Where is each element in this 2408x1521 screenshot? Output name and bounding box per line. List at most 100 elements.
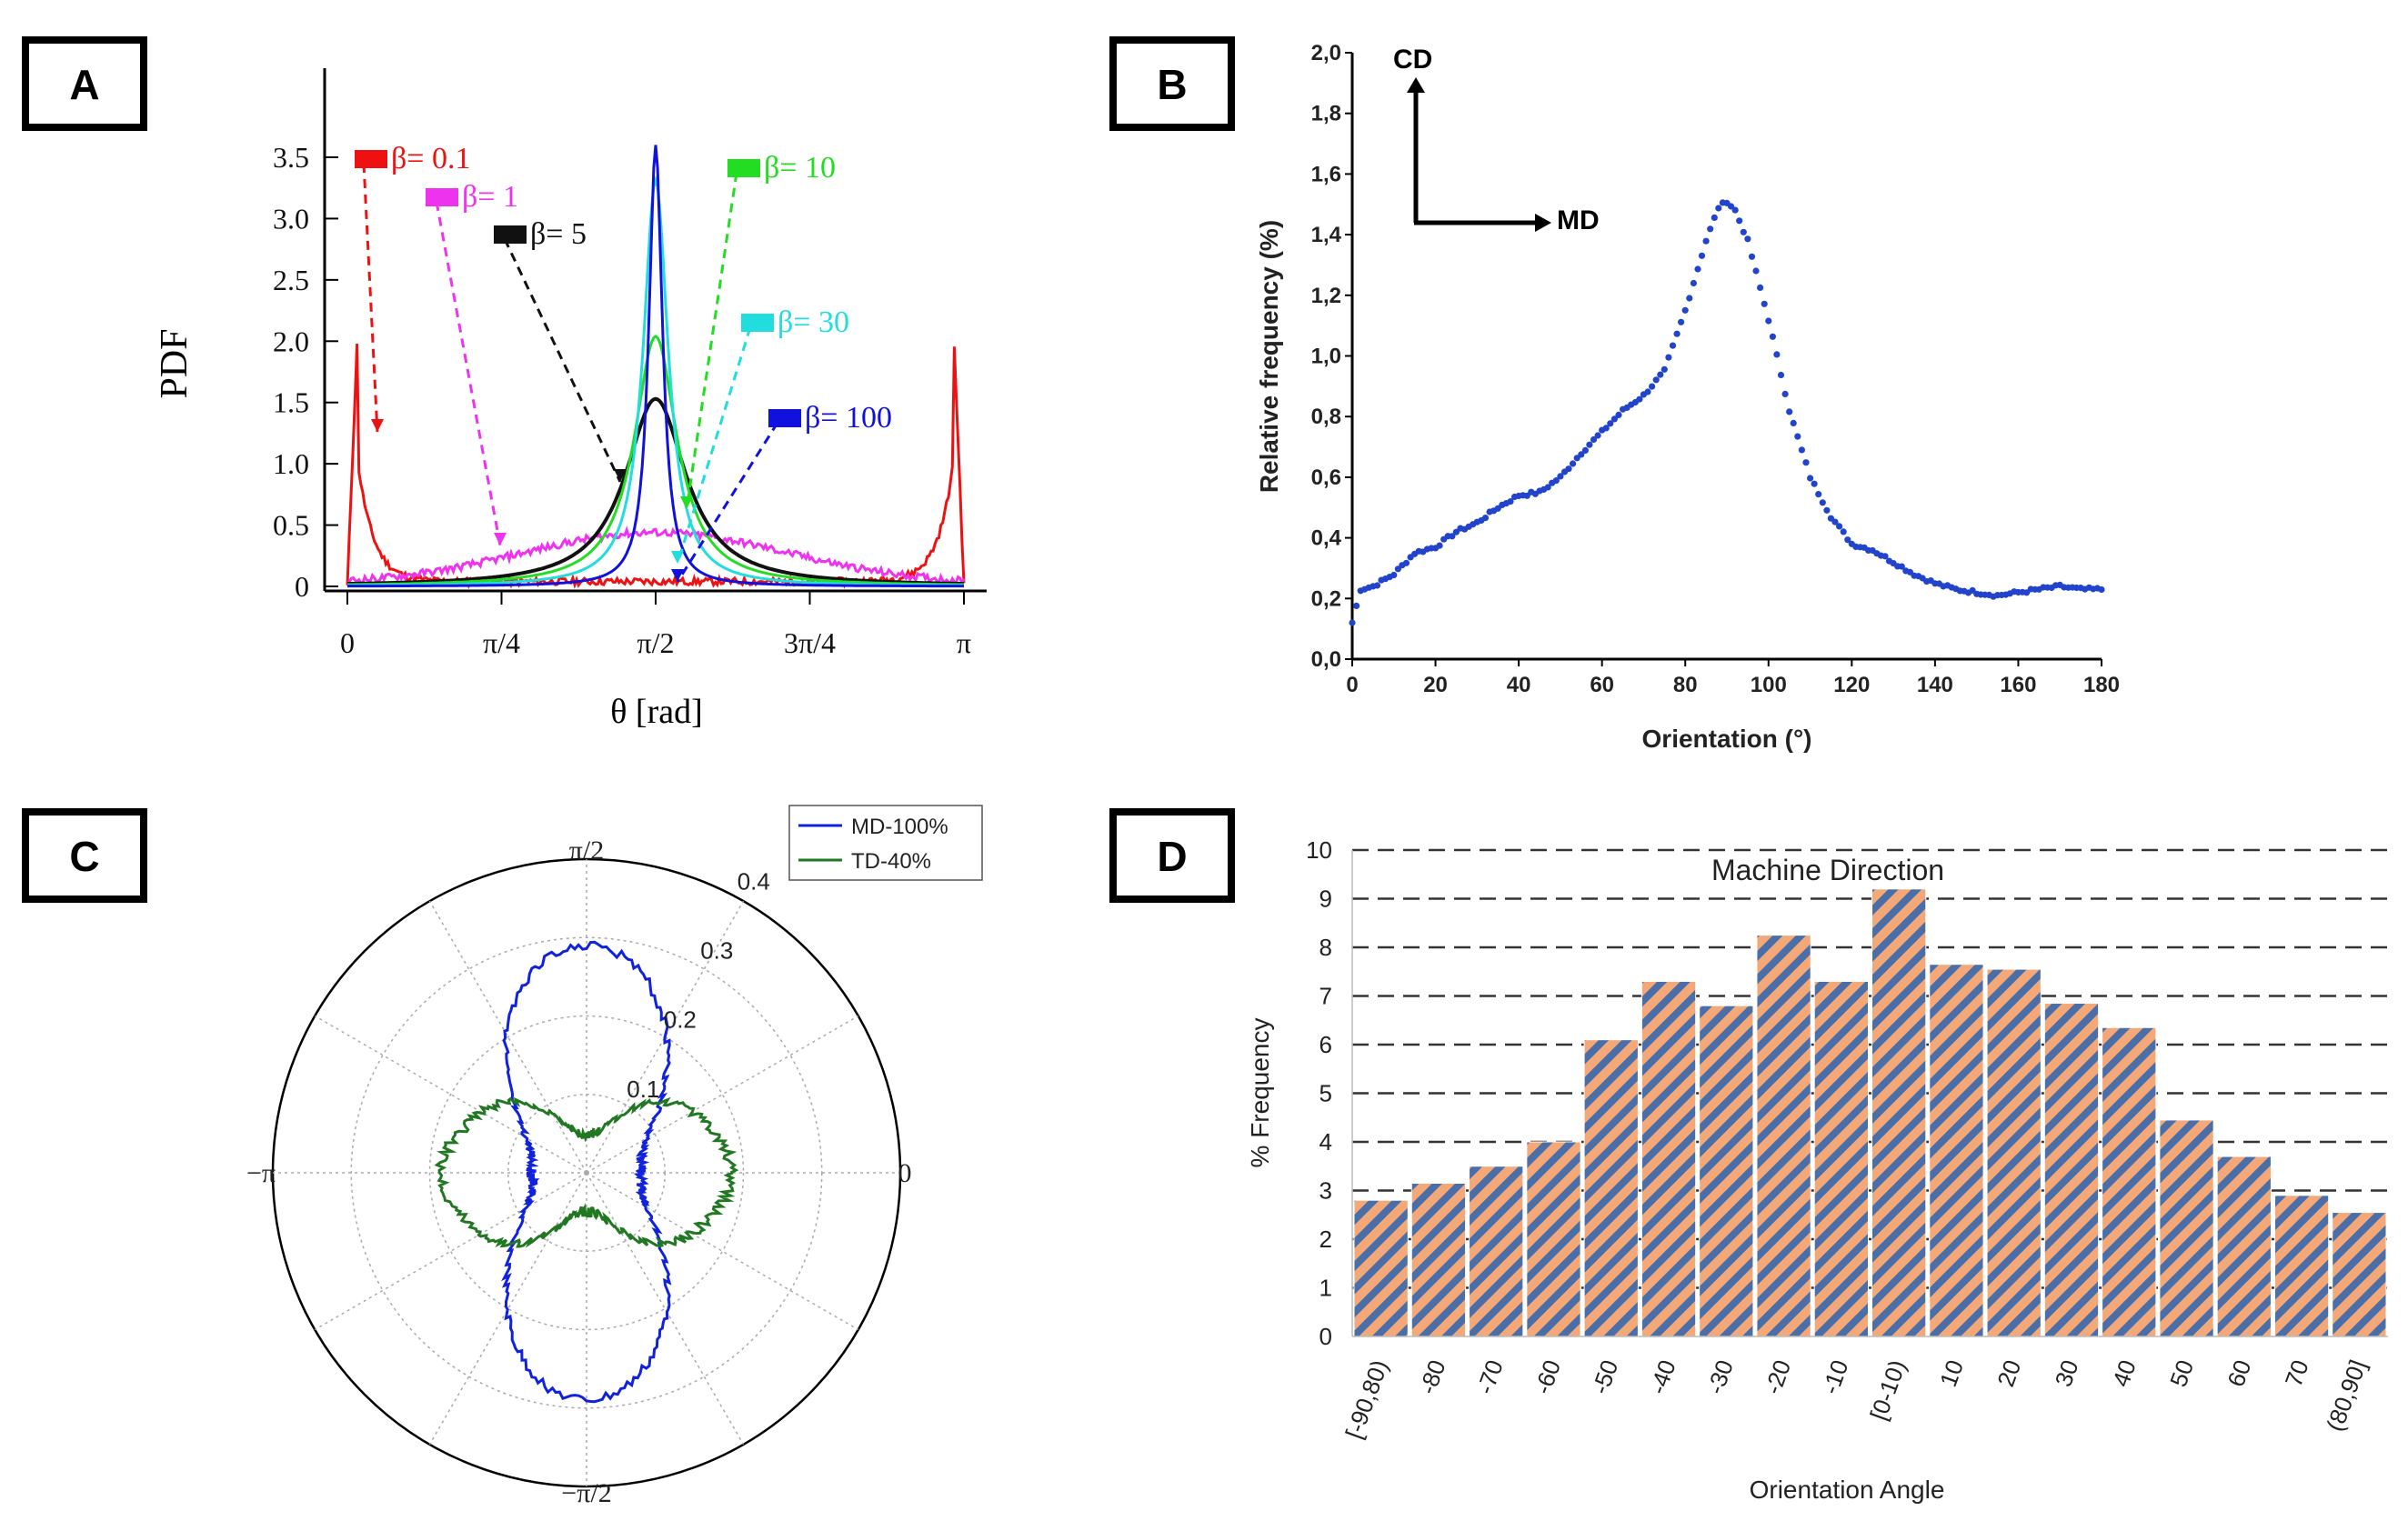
b-data-point — [1794, 433, 1801, 440]
b-data-point — [1373, 582, 1381, 589]
a-label-swatch — [727, 159, 760, 177]
d-x-tick-label: -10 — [1816, 1356, 1853, 1398]
cd-label: CD — [1393, 45, 1432, 75]
b-data-point — [1507, 498, 1514, 505]
panel-label-b: B — [1109, 36, 1235, 131]
a-x-tick-label: π — [957, 626, 971, 659]
b-data-point — [1728, 203, 1735, 210]
d-x-tick-label: -80 — [1414, 1356, 1451, 1398]
b-x-tick-label: 60 — [1590, 673, 1614, 697]
d-x-tick-label: 50 — [2164, 1356, 2199, 1390]
d-y-tick-label: 7 — [1319, 983, 1332, 1010]
a-x-tick-label: π/4 — [483, 626, 520, 659]
b-data-point — [1736, 217, 1743, 225]
a-y-tick-label: 1.5 — [273, 386, 309, 419]
b-data-point — [1552, 477, 1560, 485]
b-data-point — [1449, 533, 1456, 540]
a-label-1: β= 1 — [462, 180, 518, 214]
d-x-tick-label: (80,90] — [2321, 1356, 2372, 1435]
a-label-0_1: β= 0.1 — [391, 142, 470, 175]
d-y-tick-label: 6 — [1319, 1031, 1332, 1058]
b-data-point — [1610, 415, 1618, 423]
d-y-tick-label: 9 — [1319, 886, 1332, 913]
c-grid-spoke — [314, 1015, 587, 1174]
b-x-tick-label: 120 — [1833, 673, 1870, 697]
d-x-tick-label: 60 — [2222, 1356, 2256, 1390]
d-bar — [2332, 1212, 2387, 1337]
b-data-point — [1681, 306, 1689, 314]
b-y-tick-label: 0,6 — [1311, 465, 1341, 490]
d-x-tick-label: -20 — [1759, 1356, 1796, 1398]
b-data-point — [1831, 518, 1839, 525]
c-r-tick-label: 0.3 — [700, 936, 733, 964]
b-data-point — [1678, 318, 1685, 325]
a-label-leader — [676, 326, 752, 565]
b-data-point — [1349, 619, 1356, 626]
b-data-point — [1615, 411, 1622, 418]
b-data-point — [1702, 237, 1710, 245]
d-bar — [1871, 888, 1927, 1337]
b-x-tick-label: 0 — [1346, 673, 1358, 697]
d-y-tick-label: 10 — [1306, 836, 1332, 864]
d-bar — [1929, 964, 1984, 1337]
b-data-point — [1757, 284, 1764, 291]
b-data-point — [1840, 528, 1847, 535]
b-data-point — [1715, 205, 1722, 212]
a-label-leader — [362, 163, 379, 433]
b-data-point — [1773, 351, 1781, 358]
d-bar — [1756, 935, 1811, 1337]
b-data-point — [1823, 506, 1831, 514]
b-y-tick-label: 0,4 — [1311, 526, 1342, 551]
panel-letter-b: B — [1157, 61, 1187, 108]
d-y-tick-label: 0 — [1319, 1323, 1332, 1350]
c-md-curve — [501, 940, 672, 1404]
c-grid-ring — [350, 936, 823, 1409]
b-data-point — [1748, 253, 1756, 260]
b-x-tick-label: 40 — [1507, 673, 1531, 697]
a-y-tick-label: 3.0 — [273, 202, 309, 235]
a-label-arrowhead — [371, 419, 384, 432]
a-label-10: β= 10 — [764, 151, 836, 185]
a-label-30: β= 30 — [778, 305, 849, 339]
d-bar — [2102, 1026, 2157, 1337]
b-data-point — [1570, 460, 1577, 467]
a-y-label: PDF — [154, 328, 196, 398]
b-data-point — [1819, 499, 1826, 506]
a-series-0_1-line — [346, 344, 966, 590]
c-legend-box — [788, 805, 983, 881]
a-label-leader — [685, 172, 738, 510]
panel-letter-c: C — [69, 833, 99, 880]
a-label-leader — [435, 201, 502, 546]
c-legend-td: TD-40% — [851, 849, 931, 874]
c-grid-spoke — [586, 900, 745, 1174]
b-x-tick-label: 180 — [2083, 673, 2120, 697]
b-data-point — [1402, 559, 1410, 566]
d-x-tick-label: -40 — [1644, 1356, 1681, 1398]
b-data-point — [1544, 484, 1551, 491]
d-x-tick-label: -60 — [1529, 1356, 1566, 1398]
b-data-point — [1590, 435, 1598, 444]
panel-b-chart: 0,0 0,2 0,4 0,6 0,8 1,0 1,2 1,4 1,6 1,8 2,0 0 20 40 6… — [1255, 41, 2120, 753]
a-y-tick-label: 2.0 — [273, 325, 309, 357]
a-series-30-line — [347, 175, 964, 587]
b-data-point — [1557, 473, 1564, 480]
d-x-tick-label: 30 — [2050, 1356, 2084, 1390]
panel-label-a: A — [22, 36, 147, 131]
d-bar — [1469, 1166, 1524, 1337]
a-label-arrowhead — [671, 551, 684, 564]
d-bar — [1699, 1005, 1754, 1337]
a-series-10-line — [347, 335, 964, 586]
b-x-tick-label: 140 — [1917, 673, 1953, 697]
c-angle-left: −π — [246, 1158, 276, 1188]
a-label-leader — [676, 422, 779, 583]
c-angle-top: π/2 — [569, 836, 604, 866]
c-angle-bottom: −π/2 — [561, 1478, 611, 1508]
d-y-tick-label: 3 — [1319, 1177, 1332, 1205]
a-label-swatch — [768, 409, 801, 427]
b-x-tick-label: 20 — [1423, 673, 1448, 697]
b-data-point — [1752, 267, 1760, 275]
d-x-tick-label: -30 — [1701, 1356, 1739, 1398]
b-x-tick-label: 160 — [2000, 673, 2036, 697]
